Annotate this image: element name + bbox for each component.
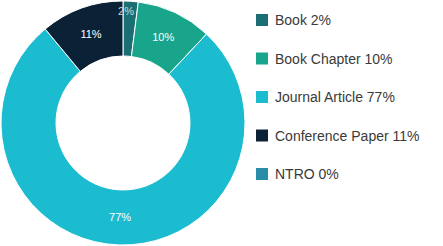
chart: 2% 10% 77% 11% Book 2% Book Chapter 10% Journa… — [0, 0, 443, 246]
data-label: 11% — [80, 28, 101, 40]
data-labels: 2% 10% 77% 11% — [80, 5, 174, 223]
data-label: 10% — [152, 31, 174, 43]
slice — [1, 29, 245, 245]
legend-swatch — [256, 130, 268, 142]
data-label: 2% — [118, 5, 134, 17]
legend-swatch — [256, 14, 268, 26]
legend-label: NTRO 0% — [275, 166, 339, 182]
legend-label: Book 2% — [275, 12, 331, 28]
slice — [45, 1, 123, 71]
legend-label: Conference Paper 11% — [275, 128, 420, 144]
legend-label: Book Chapter 10% — [275, 51, 393, 67]
data-label: 77% — [109, 211, 131, 223]
legend: Book 2% Book Chapter 10% Journal Article 7… — [256, 12, 420, 182]
legend-label: Journal Article 77% — [275, 89, 395, 105]
slices — [1, 1, 245, 245]
legend-swatch — [256, 168, 268, 180]
legend-swatch — [256, 91, 268, 103]
legend-swatch — [256, 53, 268, 65]
